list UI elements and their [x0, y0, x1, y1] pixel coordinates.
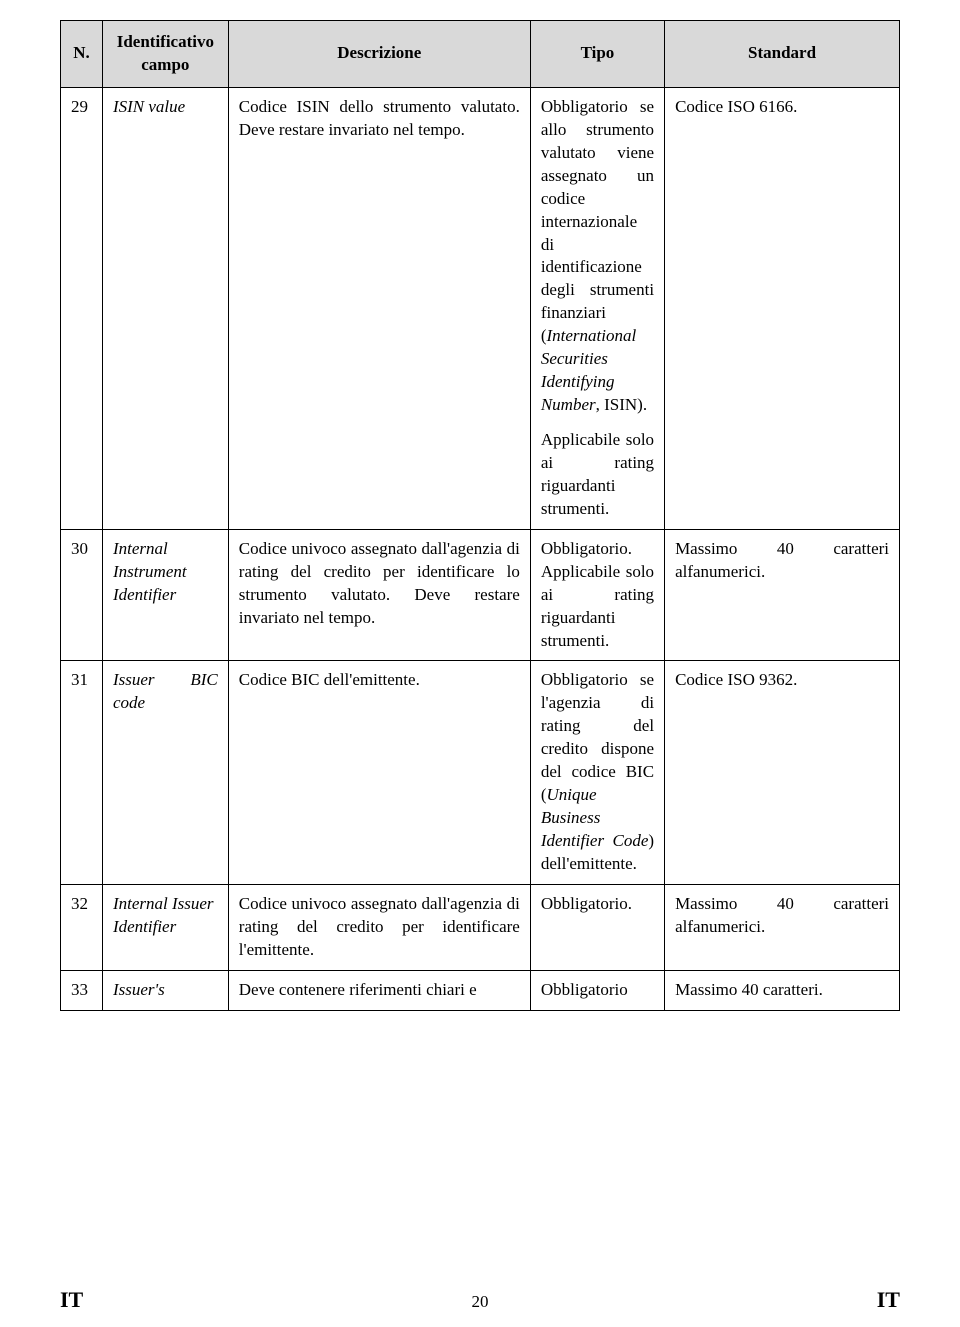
cell-n: 31: [61, 661, 103, 884]
cell-std: Codice ISO 6166.: [665, 87, 900, 529]
col-id: Identificativo campo: [102, 21, 228, 88]
footer-left: IT: [60, 1287, 83, 1313]
id-italic: Issuer's: [113, 980, 165, 999]
id-italic: Internal Issuer Identifier: [113, 894, 214, 936]
table-row: 32 Internal Issuer Identifier Codice uni…: [61, 884, 900, 970]
cell-id: Internal Instrument Identifier: [102, 529, 228, 661]
cell-n: 33: [61, 970, 103, 1010]
id-italic: Internal Instrument Identifier: [113, 539, 187, 604]
cell-des: Deve contenere riferimenti chiari e: [228, 970, 530, 1010]
cell-des: Codice ISIN dello strumento valutato. De…: [228, 87, 530, 529]
des-p1: Codice ISIN dello strumento valutato. De…: [239, 96, 520, 142]
footer-page-number: 20: [472, 1292, 489, 1312]
cell-id: ISIN value: [102, 87, 228, 529]
tipo-p1: Obbligatorio. Applicabile solo ai rating…: [541, 538, 654, 653]
footer-right: IT: [877, 1287, 900, 1313]
tipo-p1-c: , ISIN).: [596, 395, 647, 414]
cell-n: 30: [61, 529, 103, 661]
cell-id: Issuer's: [102, 970, 228, 1010]
cell-n: 29: [61, 87, 103, 529]
tipo-p1: Obbligatorio.: [541, 893, 654, 916]
cell-std: Codice ISO 9362.: [665, 661, 900, 884]
des-p1: Codice univoco assegnato dall'agenzia di…: [239, 893, 520, 962]
cell-n: 32: [61, 884, 103, 970]
table-row: 30 Internal Instrument Identifier Codice…: [61, 529, 900, 661]
cell-std: Massimo 40 caratteri.: [665, 970, 900, 1010]
cell-des: Codice BIC dell'emittente.: [228, 661, 530, 884]
cell-tipo: Obbligatorio: [530, 970, 664, 1010]
data-table: N. Identificativo campo Descrizione Tipo…: [60, 20, 900, 1011]
page-footer: IT 20 IT: [60, 1287, 900, 1313]
cell-id: Internal Issuer Identifier: [102, 884, 228, 970]
cell-tipo: Obbligatorio. Applicabile solo ai rating…: [530, 529, 664, 661]
tipo-p1: Obbligatorio se l'agenzia di rating del …: [541, 669, 654, 875]
table-row: 33 Issuer's Deve contenere riferimenti c…: [61, 970, 900, 1010]
tipo-p1: Obbligatorio se allo strumento valutato …: [541, 96, 654, 417]
table-row: 29 ISIN value Codice ISIN dello strument…: [61, 87, 900, 529]
cell-des: Codice univoco assegnato dall'agenzia di…: [228, 884, 530, 970]
col-std: Standard: [665, 21, 900, 88]
des-p1: Codice univoco assegnato dall'agenzia di…: [239, 538, 520, 630]
id-italic: Issuer BIC code: [113, 670, 218, 712]
cell-tipo: Obbligatorio se l'agenzia di rating del …: [530, 661, 664, 884]
tipo-p2: Applicabile solo ai rating riguardanti s…: [541, 429, 654, 521]
col-n: N.: [61, 21, 103, 88]
tipo-p1-b: Unique Business Identifier Code: [541, 785, 649, 850]
des-p1: Codice BIC dell'emittente.: [239, 669, 520, 692]
cell-id: Issuer BIC code: [102, 661, 228, 884]
des-p1: Deve contenere riferimenti chiari e: [239, 979, 520, 1002]
table-row: 31 Issuer BIC code Codice BIC dell'emitt…: [61, 661, 900, 884]
col-tipo: Tipo: [530, 21, 664, 88]
cell-tipo: Obbligatorio se allo strumento valutato …: [530, 87, 664, 529]
page: N. Identificativo campo Descrizione Tipo…: [0, 0, 960, 1327]
tipo-p1: Obbligatorio: [541, 979, 654, 1002]
cell-tipo: Obbligatorio.: [530, 884, 664, 970]
id-italic: ISIN value: [113, 97, 185, 116]
col-des: Descrizione: [228, 21, 530, 88]
cell-des: Codice univoco assegnato dall'agenzia di…: [228, 529, 530, 661]
cell-std: Massimo 40 caratteri alfanumerici.: [665, 529, 900, 661]
tipo-p1-a: Obbligatorio se allo strumento valutato …: [541, 97, 654, 345]
cell-std: Massimo 40 caratteri alfanumerici.: [665, 884, 900, 970]
table-header-row: N. Identificativo campo Descrizione Tipo…: [61, 21, 900, 88]
